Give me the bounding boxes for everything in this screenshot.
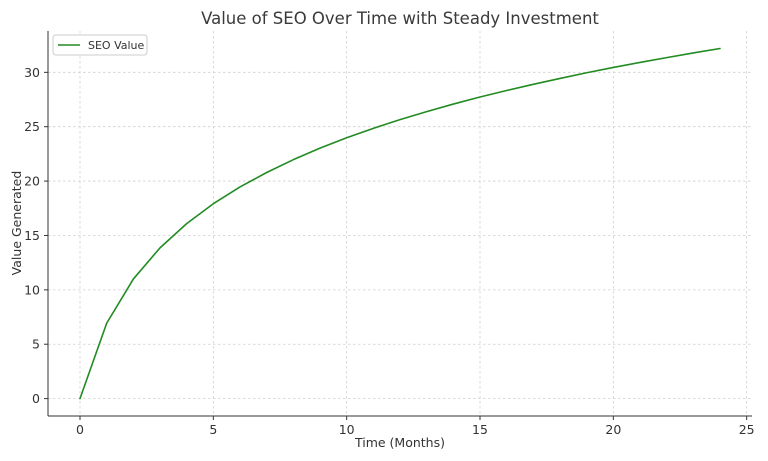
grid — [48, 31, 752, 416]
x-tick-label: 15 — [472, 422, 488, 437]
y-tick-label: 25 — [24, 119, 40, 134]
y-tick-label: 15 — [24, 228, 40, 243]
x-axis-ticks: 0 5 10 15 20 25 — [76, 416, 755, 437]
x-tick-label: 20 — [605, 422, 621, 437]
axes-spines — [47, 31, 752, 417]
y-axis-label: Value Generated — [9, 171, 24, 276]
legend-box — [52, 34, 148, 56]
legend-label-seo-value: SEO Value — [88, 39, 145, 52]
y-tick-label: 0 — [32, 391, 40, 406]
x-axis-label: Time (Months) — [354, 435, 445, 450]
x-tick-label: 10 — [339, 422, 355, 437]
series-lines — [79, 47, 721, 400]
y-tick-label: 20 — [24, 174, 40, 189]
x-tick-label: 25 — [739, 422, 755, 437]
legend: SEO Value — [52, 34, 148, 56]
x-tick-label: 0 — [76, 422, 84, 437]
chart-title: Value of SEO Over Time with Steady Inves… — [201, 9, 599, 28]
series-line-seo-value — [79, 47, 721, 400]
x-tick-label: 5 — [209, 422, 217, 437]
y-tick-label: 5 — [32, 337, 40, 352]
y-axis-ticks: 0 5 10 15 20 25 30 — [24, 65, 48, 406]
y-tick-label: 10 — [24, 282, 40, 297]
y-tick-label: 30 — [24, 65, 40, 80]
